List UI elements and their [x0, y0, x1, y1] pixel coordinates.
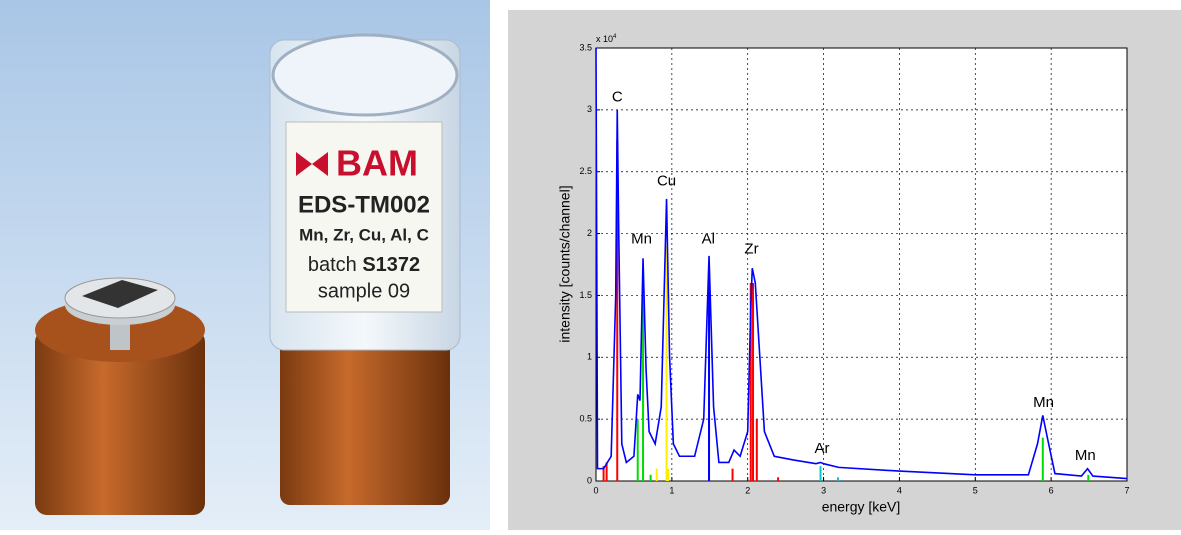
label-line: EDS-TM002	[298, 191, 430, 218]
label-line: Mn, Zr, Cu, Al, C	[299, 225, 429, 244]
x-tick-label: 4	[897, 485, 902, 495]
photo: BAM EDS-TM002 Mn, Zr, Cu, Al, C batch S1…	[0, 0, 490, 530]
tube-lid	[273, 35, 457, 115]
annotation: Mn	[1033, 394, 1054, 411]
label-sample: sample 09	[318, 280, 410, 302]
y-multiplier-base: x 10	[596, 34, 613, 44]
annotation: Ar	[815, 440, 830, 457]
annotation: Mn	[1075, 447, 1096, 464]
label-batch: batch S1372	[308, 254, 420, 276]
x-tick-label: 6	[1049, 485, 1054, 495]
annotation: Mn	[631, 231, 652, 248]
annotation: Zr	[744, 241, 758, 258]
y-tick-label: 3.5	[579, 42, 592, 52]
x-tick-label: 7	[1124, 485, 1129, 495]
x-tick-label: 0	[593, 485, 598, 495]
x-tick-label: 1	[669, 485, 674, 495]
figure: BAM EDS-TM002 Mn, Zr, Cu, Al, C batch S1…	[0, 0, 1181, 530]
page: {"photo": {"logo": "BAM", "label_lines":…	[0, 0, 1181, 530]
y-tick-label: 3	[587, 104, 592, 114]
x-tick-label: 3	[821, 485, 826, 495]
y-tick-label: 2.5	[579, 166, 592, 176]
logo: BAM	[336, 143, 418, 184]
x-axis-label: energy [keV]	[822, 499, 901, 515]
x-tick-label: 2	[745, 485, 750, 495]
annotation: Al	[702, 231, 715, 248]
batch-prefix: batch	[308, 254, 357, 276]
y-axis-label: intensity [counts/channel]	[557, 185, 573, 342]
annotation: C	[612, 88, 623, 105]
y-tick-label: 0.5	[579, 414, 592, 424]
y-tick-label: 1	[587, 352, 592, 362]
annotation: Cu	[657, 173, 676, 190]
batch: S1372	[362, 254, 420, 276]
jar-base	[280, 330, 450, 505]
x-tick-label: 5	[973, 485, 978, 495]
plot-area	[596, 48, 1127, 481]
y-tick-label: 2	[587, 228, 592, 238]
y-tick-label: 1.5	[579, 290, 592, 300]
y-tick-label: 0	[587, 475, 592, 485]
